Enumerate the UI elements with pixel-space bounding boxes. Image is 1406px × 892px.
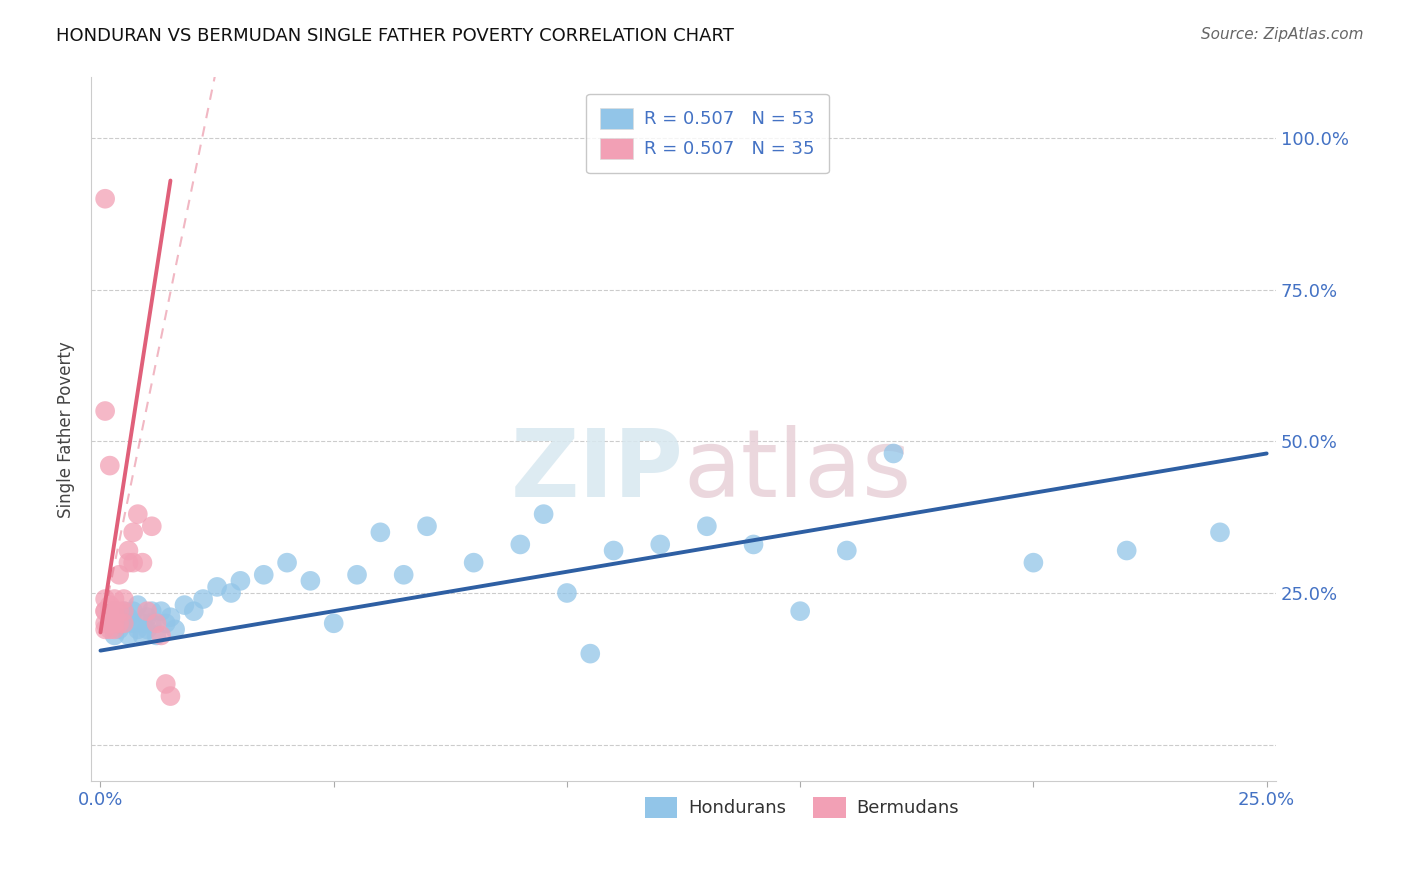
Point — [835, 543, 858, 558]
Point — [108, 604, 131, 618]
Point — [742, 537, 765, 551]
Point — [94, 623, 117, 637]
Point — [94, 404, 117, 418]
Point — [108, 616, 131, 631]
Point — [103, 623, 125, 637]
Point — [136, 623, 159, 637]
Point — [98, 616, 121, 631]
Point — [141, 616, 163, 631]
Point — [789, 604, 811, 618]
Point — [94, 592, 117, 607]
Point — [463, 556, 485, 570]
Point — [533, 507, 555, 521]
Point — [112, 616, 135, 631]
Point — [205, 580, 228, 594]
Point — [94, 616, 117, 631]
Point — [322, 616, 344, 631]
Point — [117, 610, 139, 624]
Point — [127, 507, 149, 521]
Point — [159, 610, 181, 624]
Point — [555, 586, 578, 600]
Point — [122, 616, 145, 631]
Point — [98, 623, 121, 637]
Text: atlas: atlas — [683, 425, 912, 517]
Point — [103, 604, 125, 618]
Point — [131, 616, 153, 631]
Point — [145, 616, 167, 631]
Point — [1115, 543, 1137, 558]
Point — [229, 574, 252, 588]
Point — [1209, 525, 1232, 540]
Point — [150, 604, 173, 618]
Point — [98, 604, 121, 618]
Point — [112, 604, 135, 618]
Point — [108, 567, 131, 582]
Point — [103, 592, 125, 607]
Point — [136, 610, 159, 624]
Point — [131, 628, 153, 642]
Point — [150, 628, 173, 642]
Point — [117, 543, 139, 558]
Point — [108, 623, 131, 637]
Point — [253, 567, 276, 582]
Y-axis label: Single Father Poverty: Single Father Poverty — [58, 341, 75, 517]
Point — [98, 598, 121, 612]
Point — [127, 598, 149, 612]
Point — [98, 610, 121, 624]
Point — [94, 604, 117, 618]
Point — [299, 574, 322, 588]
Point — [94, 192, 117, 206]
Point — [1022, 556, 1045, 570]
Point — [103, 616, 125, 631]
Point — [145, 628, 167, 642]
Point — [346, 567, 368, 582]
Point — [276, 556, 298, 570]
Point — [141, 519, 163, 533]
Point — [112, 604, 135, 618]
Text: Source: ZipAtlas.com: Source: ZipAtlas.com — [1201, 27, 1364, 42]
Text: HONDURAN VS BERMUDAN SINGLE FATHER POVERTY CORRELATION CHART: HONDURAN VS BERMUDAN SINGLE FATHER POVER… — [56, 27, 734, 45]
Point — [882, 446, 904, 460]
Point — [602, 543, 624, 558]
Point — [112, 616, 135, 631]
Point — [141, 604, 163, 618]
Point — [416, 519, 439, 533]
Point — [122, 525, 145, 540]
Point — [173, 598, 195, 612]
Point — [370, 525, 392, 540]
Point — [509, 537, 531, 551]
Point — [696, 519, 718, 533]
Point — [155, 677, 177, 691]
Point — [191, 592, 214, 607]
Point — [98, 616, 121, 631]
Point — [219, 586, 242, 600]
Point — [155, 616, 177, 631]
Point — [122, 604, 145, 618]
Point — [117, 628, 139, 642]
Legend: Hondurans, Bermudans: Hondurans, Bermudans — [638, 789, 966, 825]
Text: ZIP: ZIP — [510, 425, 683, 517]
Point — [103, 628, 125, 642]
Point — [127, 623, 149, 637]
Point — [103, 604, 125, 618]
Point — [117, 556, 139, 570]
Point — [112, 592, 135, 607]
Point — [98, 458, 121, 473]
Point — [159, 689, 181, 703]
Point — [94, 604, 117, 618]
Point — [392, 567, 415, 582]
Point — [122, 556, 145, 570]
Point — [650, 537, 672, 551]
Point — [136, 604, 159, 618]
Point — [108, 610, 131, 624]
Point — [131, 556, 153, 570]
Point — [579, 647, 602, 661]
Point — [165, 623, 187, 637]
Point — [183, 604, 205, 618]
